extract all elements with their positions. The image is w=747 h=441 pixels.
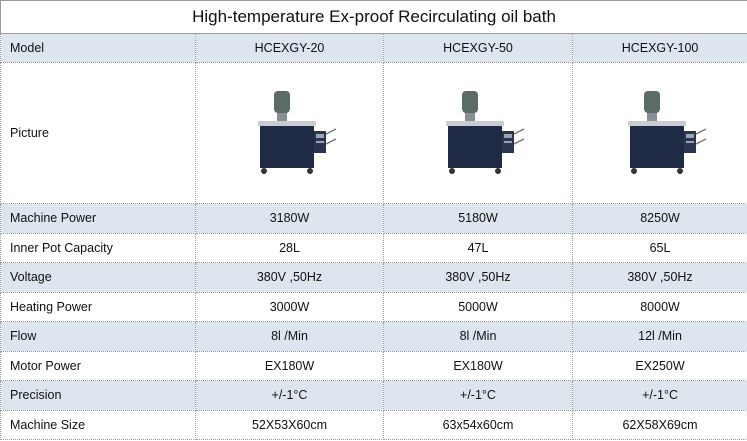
picture-cell — [571, 62, 747, 204]
spec-cell: 62X58X69cm — [571, 409, 747, 440]
spec-cell: 5180W — [383, 203, 573, 234]
spec-cell: EX180W — [383, 350, 573, 381]
machine-image — [446, 90, 525, 174]
spec-row: Motor Power EX180W EX180W EX250W — [0, 350, 747, 381]
header-cell: HCEXGY-20 — [195, 33, 384, 63]
spec-cell: 28L — [195, 232, 384, 263]
spec-cell: 380V ,50Hz — [571, 262, 747, 293]
spec-cell: 8l /Min — [195, 321, 384, 352]
row-label: Machine Power — [0, 203, 196, 234]
spec-row: Machine Power 3180W 5180W 8250W — [0, 203, 747, 234]
spec-row: Heating Power 3000W 5000W 8000W — [0, 291, 747, 322]
machine-image — [628, 90, 707, 174]
spec-row: Voltage 380V ,50Hz 380V ,50Hz 380V ,50Hz — [0, 262, 747, 293]
spec-cell: +/-1°C — [195, 380, 384, 411]
row-label: Inner Pot Capacity — [0, 232, 196, 263]
header-cell: HCEXGY-50 — [383, 33, 573, 63]
title-row: High-temperature Ex-proof Recirculating … — [0, 0, 747, 34]
spec-cell: 47L — [383, 232, 573, 263]
table-title: High-temperature Ex-proof Recirculating … — [0, 0, 747, 34]
spec-cell: 8250W — [571, 203, 747, 234]
row-label: Picture — [0, 62, 196, 204]
spec-row: Precision +/-1°C +/-1°C +/-1°C — [0, 380, 747, 411]
spec-row: Flow 8l /Min 8l /Min 12l /Min — [0, 321, 747, 352]
spec-cell: +/-1°C — [383, 380, 573, 411]
spec-cell: 380V ,50Hz — [383, 262, 573, 293]
spec-cell: 52X53X60cm — [195, 409, 384, 440]
spec-cell: +/-1°C — [571, 380, 747, 411]
row-label: Heating Power — [0, 291, 196, 322]
row-label: Voltage — [0, 262, 196, 293]
spec-cell: EX180W — [195, 350, 384, 381]
picture-row: Picture — [0, 62, 747, 204]
spec-cell: 63x54x60cm — [383, 409, 573, 440]
spec-row: Machine Size 52X53X60cm 63x54x60cm 62X58X69… — [0, 409, 747, 440]
spec-cell: 3180W — [195, 203, 384, 234]
spec-cell: 65L — [571, 232, 747, 263]
row-label: Machine Size — [0, 409, 196, 440]
picture-cell — [195, 62, 384, 204]
spec-cell: 12l /Min — [571, 321, 747, 352]
machine-image — [257, 90, 336, 174]
spec-cell: 8l /Min — [383, 321, 573, 352]
row-label: Flow — [0, 321, 196, 352]
row-label: Precision — [0, 380, 196, 411]
row-label: Motor Power — [0, 350, 196, 381]
spec-row: Inner Pot Capacity 28L 47L 65L — [0, 232, 747, 263]
picture-cell — [383, 62, 573, 204]
header-cell: HCEXGY-100 — [571, 33, 747, 63]
spec-cell: EX250W — [571, 350, 747, 381]
spec-cell: 8000W — [571, 291, 747, 322]
spec-cell: 3000W — [195, 291, 384, 322]
spec-cell: 380V ,50Hz — [195, 262, 384, 293]
spec-cell: 5000W — [383, 291, 573, 322]
header-cell: Model — [0, 33, 196, 63]
header-row: Model HCEXGY-20 HCEXGY-50 HCEXGY-100 — [0, 33, 747, 63]
